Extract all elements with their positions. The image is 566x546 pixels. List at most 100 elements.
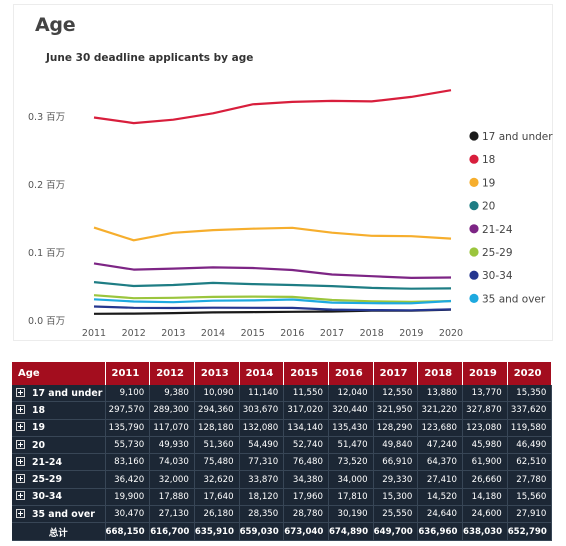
table-cell: 27,410: [417, 470, 463, 489]
table-row: 30-34 19,900 17,880 17,640 18,120 17,960 17,81…: [12, 488, 553, 507]
table-cell: 652,790: [507, 522, 553, 541]
table-cell: 119,580: [507, 419, 553, 437]
y-tick-label: 0.2 百万: [28, 180, 65, 191]
legend-marker: [469, 247, 479, 257]
row-label-cell[interactable]: 35 and over: [12, 505, 106, 524]
expand-plus-icon[interactable]: [16, 439, 25, 449]
table-cell: 64,370: [417, 453, 463, 472]
table-cell: 66,910: [373, 453, 419, 472]
table-cell: 297,570: [105, 401, 151, 420]
series-line-30-34: [93, 305, 452, 312]
series-line-25-29: [93, 294, 452, 303]
table-cell: 17,960: [283, 488, 329, 507]
row-label: 总计: [48, 527, 68, 539]
table-cell: 674,890: [328, 522, 374, 541]
table-cell: 12,040: [328, 385, 374, 403]
row-label: 30-34: [32, 491, 62, 503]
series-line-21-24: [93, 262, 452, 279]
y-tick-label: 0.1 百万: [28, 248, 65, 259]
table-cell: 327,870: [462, 401, 508, 420]
row-label-cell[interactable]: 20: [12, 436, 106, 455]
y-tick-label: 0.0 百万: [28, 316, 65, 327]
expand-plus-icon[interactable]: [16, 456, 25, 466]
table-cell: 616,700: [149, 522, 195, 541]
row-label: 18: [32, 404, 46, 416]
header-year: 2020: [507, 362, 553, 385]
expand-plus-icon[interactable]: [16, 387, 25, 397]
legend-marker: [469, 154, 479, 164]
table-cell: 74,030: [149, 453, 195, 472]
row-label-cell[interactable]: 30-34: [12, 488, 106, 507]
table-cell: 15,350: [507, 385, 553, 403]
table-cell: 34,000: [328, 470, 374, 489]
row-label: 21-24: [32, 456, 62, 468]
series-line-18: [93, 89, 452, 125]
table-cell: 27,130: [149, 505, 195, 524]
table-cell: 19,900: [105, 488, 151, 507]
legend-label: 19: [482, 177, 495, 189]
table-cell: 289,300: [149, 401, 195, 420]
table-cell: 32,000: [149, 470, 195, 489]
table-row: 21-24 83,160 74,030 75,480 77,310 76,480 73,52…: [12, 453, 553, 472]
table-cell: 32,620: [194, 470, 240, 489]
expand-plus-icon[interactable]: [16, 491, 25, 501]
row-label: 25-29: [32, 474, 62, 486]
header-year: 2016: [328, 362, 374, 385]
expand-plus-icon[interactable]: [16, 404, 25, 414]
table-row: 18 297,570 289,300 294,360 303,670 317,020 320…: [12, 401, 553, 420]
header-age: Age: [12, 362, 106, 385]
table-cell: 61,900: [462, 453, 508, 472]
table-cell: 13,880: [417, 385, 463, 403]
table-cell: 636,960: [417, 522, 463, 541]
expand-plus-icon[interactable]: [16, 422, 25, 432]
x-tick-label: 2014: [201, 328, 225, 339]
x-tick-label: 2015: [241, 328, 265, 339]
expand-plus-icon[interactable]: [16, 508, 25, 518]
table-cell: 55,730: [105, 436, 151, 455]
row-label-cell[interactable]: 21-24: [12, 453, 106, 472]
page-title: Age: [35, 14, 76, 36]
expand-plus-icon[interactable]: [16, 474, 25, 484]
table-cell: 123,680: [417, 419, 463, 437]
table-cell: 47,240: [417, 436, 463, 455]
table-cell: 29,330: [373, 470, 419, 489]
row-label: 20: [32, 439, 46, 451]
row-label-cell[interactable]: 25-29: [12, 470, 106, 489]
row-label: 17 and under: [32, 387, 103, 399]
x-tick-label: 2017: [320, 328, 344, 339]
table-cell: 77,310: [239, 453, 285, 472]
x-tick-label: 2016: [280, 328, 304, 339]
table-cell: 24,600: [462, 505, 508, 524]
header-year: 2014: [239, 362, 285, 385]
table-cell: 45,980: [462, 436, 508, 455]
table-cell: 30,190: [328, 505, 374, 524]
table-cell: 673,040: [283, 522, 329, 541]
table-row: 17 and under 9,100 9,380 10,090 11,140 11,550…: [12, 385, 553, 403]
row-label-cell[interactable]: 17 and under: [12, 385, 106, 403]
legend-marker: [469, 131, 479, 141]
table-cell: 9,100: [105, 385, 151, 403]
table-cell: 12,550: [373, 385, 419, 403]
table-cell: 128,180: [194, 419, 240, 437]
table-row: 19 135,790 117,070 128,180 132,080 134,140 135…: [12, 419, 553, 437]
row-label-cell[interactable]: 19: [12, 419, 106, 437]
table-cell: 75,480: [194, 453, 240, 472]
table-cell: 11,140: [239, 385, 285, 403]
table-body: 17 and under 9,100 9,380 10,090 11,140 11,550…: [12, 385, 553, 541]
x-tick-label: 2013: [161, 328, 185, 339]
data-table: Age 2011 2012 2013 2014 2015 2016 2017 2018 2019…: [12, 362, 553, 541]
table-cell: 62,510: [507, 453, 553, 472]
table-cell: 30,470: [105, 505, 151, 524]
row-label-cell[interactable]: 18: [12, 401, 106, 420]
line-chart: 0.0 百万 0.1 百万 0.2 百万 0.3 百万 2011 2012 2013 2014…: [28, 89, 553, 339]
table-cell: 51,360: [194, 436, 240, 455]
table-row: 25-29 36,420 32,000 32,620 33,870 34,380 34,00…: [12, 470, 553, 489]
header-year: 2011: [105, 362, 151, 385]
table-header-row: Age 2011 2012 2013 2014 2015 2016 2017 2018 2019…: [12, 362, 553, 385]
table-cell: 123,080: [462, 419, 508, 437]
table-row: 20 55,730 49,930 51,360 54,490 52,740 51,470 49…: [12, 436, 553, 455]
table-cell: 28,780: [283, 505, 329, 524]
table-cell: 34,380: [283, 470, 329, 489]
table-cell: 11,550: [283, 385, 329, 403]
legend-label: 20: [482, 201, 495, 213]
